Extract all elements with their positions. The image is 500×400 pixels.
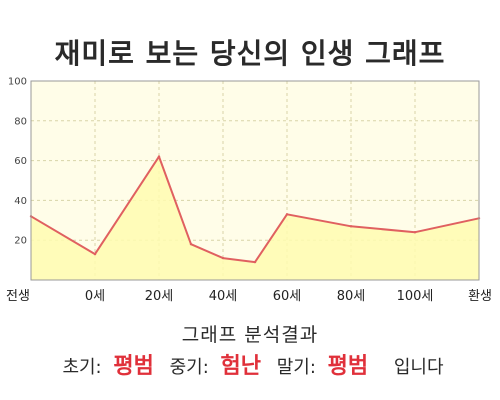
result-late-value: 평범	[327, 354, 369, 379]
y-tick-label: 20	[14, 236, 27, 247]
page-title: 재미로 보는 당신의 인생 그래프	[54, 37, 446, 70]
x-tick-label: 100세	[397, 289, 434, 304]
analysis-title: 그래프 분석결과	[181, 324, 319, 346]
series-line	[30, 155, 480, 264]
plot-border	[30, 80, 480, 281]
data-point	[93, 252, 97, 256]
x-tick-label: 환생	[468, 289, 492, 304]
data-point	[253, 260, 257, 264]
x-tick-label: 20세	[145, 289, 174, 304]
data-point	[157, 155, 161, 158]
life-chart: 20 40 60 80 100 전생 0세 20세 40세 60세 80세 100세 환생	[6, 77, 492, 305]
analysis-result: 초기: 평범 중기: 험난 말기: 평범 입니다	[0, 348, 500, 380]
x-tick-label: 전생	[6, 289, 30, 304]
x-tick-label: 60세	[273, 289, 302, 304]
result-closing: 입니다	[393, 357, 444, 378]
result-late-label: 말기:	[276, 357, 316, 378]
y-tick-label: 40	[14, 196, 27, 207]
x-tick-label: 40세	[209, 289, 238, 304]
data-point	[349, 225, 353, 228]
y-tick-label: 100	[8, 77, 27, 88]
x-tick-label: 80세	[337, 289, 366, 304]
result-middle-value: 험난	[220, 354, 261, 379]
x-tick-label: 0세	[85, 289, 105, 304]
data-point	[413, 231, 417, 234]
result-early-label: 초기:	[62, 357, 102, 378]
y-tick-label: 60	[14, 156, 27, 167]
y-tick-label: 80	[14, 116, 27, 127]
data-point	[189, 242, 193, 246]
data-point	[285, 213, 289, 216]
result-early-value: 평범	[113, 354, 154, 379]
data-point	[221, 256, 225, 260]
result-middle-label: 중기:	[169, 357, 209, 378]
series-area	[31, 156, 479, 280]
